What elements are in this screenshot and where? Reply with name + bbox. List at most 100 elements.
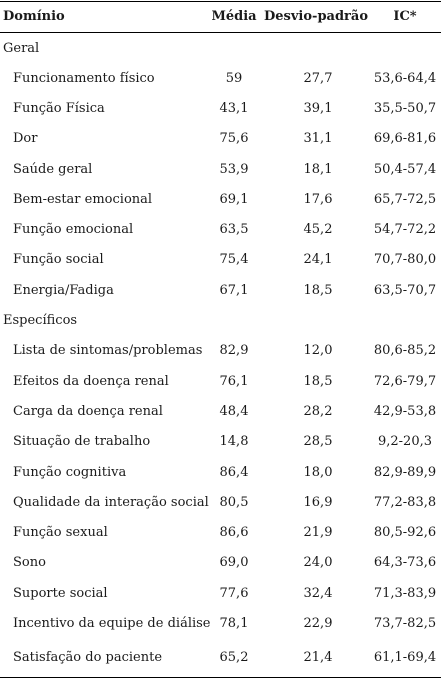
row-confidence-interval: 63,5-70,7 bbox=[373, 283, 437, 298]
row-standard-deviation: 21,4 bbox=[303, 650, 333, 665]
table-header-rule bbox=[0, 32, 441, 33]
section-title: Geral bbox=[3, 41, 40, 56]
row-standard-deviation: 18,1 bbox=[303, 162, 333, 177]
row-label: Satisfação do paciente bbox=[13, 650, 163, 665]
row-standard-deviation: 12,0 bbox=[303, 343, 333, 358]
table-row: Energia/Fadiga 67,1 18,5 63,5-70,7 bbox=[0, 276, 441, 306]
row-mean: 82,9 bbox=[219, 343, 249, 358]
row-label: Suporte social bbox=[13, 586, 108, 601]
row-standard-deviation: 22,9 bbox=[303, 616, 333, 631]
table-top-rule bbox=[0, 1, 441, 2]
header-standard-deviation: Desvio-padrão bbox=[264, 9, 368, 24]
row-confidence-interval: 65,7-72,5 bbox=[373, 192, 437, 207]
row-label: Situação de trabalho bbox=[13, 434, 151, 449]
row-label: Incentivo da equipe de diálise bbox=[13, 616, 211, 631]
row-label: Função emocional bbox=[13, 222, 134, 237]
row-mean: 14,8 bbox=[219, 434, 249, 449]
row-standard-deviation: 27,7 bbox=[303, 71, 333, 86]
row-mean: 59 bbox=[225, 71, 243, 86]
row-label: Bem-estar emocional bbox=[13, 192, 153, 207]
row-mean: 65,2 bbox=[219, 650, 249, 665]
row-mean: 67,1 bbox=[219, 283, 249, 298]
row-label: Função social bbox=[13, 252, 104, 267]
row-mean: 86,4 bbox=[219, 465, 249, 480]
row-label: Sono bbox=[13, 555, 46, 570]
row-label: Energia/Fadiga bbox=[13, 283, 114, 298]
row-mean: 69,1 bbox=[219, 192, 249, 207]
row-confidence-interval: 71,3-83,9 bbox=[373, 586, 437, 601]
row-label: Efeitos da doença renal bbox=[13, 374, 169, 389]
section-title: Específicos bbox=[3, 313, 78, 328]
section-heading: Específicos bbox=[0, 306, 441, 336]
header-confidence-interval: IC* bbox=[393, 9, 417, 24]
row-confidence-interval: 64,3-73,6 bbox=[373, 555, 437, 570]
table-row: Qualidade da interação social 80,5 16,9 77,… bbox=[0, 488, 441, 518]
row-standard-deviation: 18,5 bbox=[303, 374, 333, 389]
row-standard-deviation: 39,1 bbox=[303, 101, 333, 116]
table-row: Situação de trabalho 14,8 28,5 9,2-20,3 bbox=[0, 427, 441, 457]
table-row: Incentivo da equipe de diálise 78,1 22,9 73… bbox=[0, 609, 441, 639]
row-label: Dor bbox=[13, 131, 38, 146]
row-label: Função Física bbox=[13, 101, 105, 116]
row-mean: 77,6 bbox=[219, 586, 249, 601]
row-confidence-interval: 77,2-83,8 bbox=[373, 495, 437, 510]
row-label: Função sexual bbox=[13, 525, 108, 540]
row-mean: 43,1 bbox=[219, 101, 249, 116]
table-row: Função emocional 63,5 45,2 54,7-72,2 bbox=[0, 215, 441, 245]
table-row: Saúde geral 53,9 18,1 50,4-57,4 bbox=[0, 155, 441, 185]
row-confidence-interval: 80,5-92,6 bbox=[373, 525, 437, 540]
row-confidence-interval: 70,7-80,0 bbox=[373, 252, 437, 267]
row-confidence-interval: 69,6-81,6 bbox=[373, 131, 437, 146]
table-header: Domínio Média Desvio-padrão IC* bbox=[0, 2, 441, 32]
section-heading: Geral bbox=[0, 34, 441, 64]
table-row: Função sexual 86,6 21,9 80,5-92,6 bbox=[0, 518, 441, 548]
table-row: Funcionamento físico 59 27,7 53,6-64,4 bbox=[0, 64, 441, 94]
row-label: Funcionamento físico bbox=[13, 71, 155, 86]
row-label: Carga da doença renal bbox=[13, 404, 163, 419]
row-standard-deviation: 17,6 bbox=[303, 192, 333, 207]
row-confidence-interval: 35,5-50,7 bbox=[373, 101, 437, 116]
row-standard-deviation: 45,2 bbox=[303, 222, 333, 237]
table-row: Dor 75,6 31,1 69,6-81,6 bbox=[0, 124, 441, 154]
table-row: Suporte social 77,6 32,4 71,3-83,9 bbox=[0, 579, 441, 609]
row-confidence-interval: 50,4-57,4 bbox=[373, 162, 437, 177]
table-row: Sono 69,0 24,0 64,3-73,6 bbox=[0, 548, 441, 578]
table-bottom-rule bbox=[0, 677, 441, 678]
row-standard-deviation: 24,1 bbox=[303, 252, 333, 267]
row-standard-deviation: 28,2 bbox=[303, 404, 333, 419]
row-confidence-interval: 42,9-53,8 bbox=[373, 404, 437, 419]
row-confidence-interval: 9,2-20,3 bbox=[377, 434, 432, 449]
row-confidence-interval: 73,7-82,5 bbox=[373, 616, 437, 631]
table-row: Carga da doença renal 48,4 28,2 42,9-53,8 bbox=[0, 397, 441, 427]
row-confidence-interval: 61,1-69,4 bbox=[373, 650, 437, 665]
row-mean: 76,1 bbox=[219, 374, 249, 389]
row-mean: 78,1 bbox=[219, 616, 249, 631]
row-mean: 80,5 bbox=[219, 495, 249, 510]
row-standard-deviation: 18,5 bbox=[303, 283, 333, 298]
table-row: Função social 75,4 24,1 70,7-80,0 bbox=[0, 245, 441, 275]
row-mean: 75,6 bbox=[219, 131, 249, 146]
row-mean: 69,0 bbox=[219, 555, 249, 570]
row-standard-deviation: 28,5 bbox=[303, 434, 333, 449]
row-standard-deviation: 18,0 bbox=[303, 465, 333, 480]
row-confidence-interval: 82,9-89,9 bbox=[373, 465, 437, 480]
row-label: Função cognitiva bbox=[13, 465, 127, 480]
table-row: Bem-estar emocional 69,1 17,6 65,7-72,5 bbox=[0, 185, 441, 215]
header-mean: Média bbox=[211, 9, 257, 24]
row-confidence-interval: 54,7-72,2 bbox=[373, 222, 437, 237]
row-standard-deviation: 32,4 bbox=[303, 586, 333, 601]
table-row: Satisfação do paciente 65,2 21,4 61,1-69,4 bbox=[0, 643, 441, 673]
row-standard-deviation: 24,0 bbox=[303, 555, 333, 570]
row-standard-deviation: 31,1 bbox=[303, 131, 333, 146]
row-confidence-interval: 53,6-64,4 bbox=[373, 71, 437, 86]
row-mean: 63,5 bbox=[219, 222, 249, 237]
header-domain: Domínio bbox=[3, 9, 65, 24]
table-row: Função cognitiva 86,4 18,0 82,9-89,9 bbox=[0, 458, 441, 488]
row-standard-deviation: 16,9 bbox=[303, 495, 333, 510]
table-row: Função Física 43,1 39,1 35,5-50,7 bbox=[0, 94, 441, 124]
table-row: Efeitos da doença renal 76,1 18,5 72,6-79,7 bbox=[0, 367, 441, 397]
row-mean: 53,9 bbox=[219, 162, 249, 177]
row-standard-deviation: 21,9 bbox=[303, 525, 333, 540]
row-confidence-interval: 72,6-79,7 bbox=[373, 374, 437, 389]
